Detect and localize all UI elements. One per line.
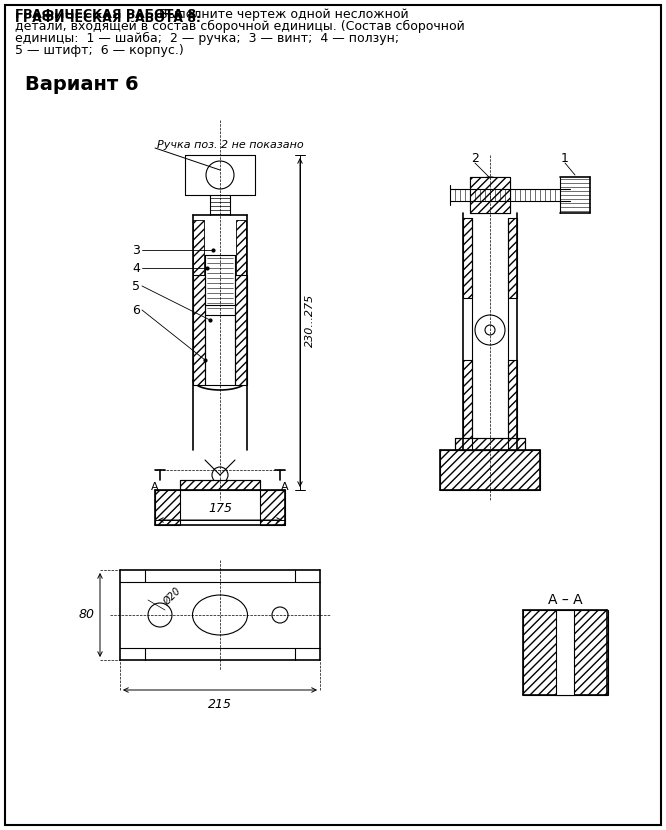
Bar	[470, 177, 510, 213]
Text: 175: 175	[208, 502, 232, 515]
Circle shape	[148, 603, 172, 627]
Text: 5: 5	[132, 280, 140, 292]
Text: детали, входящей в состав сборочной единицы. (Состав сборочной: детали, входящей в состав сборочной един…	[15, 20, 465, 33]
Bar	[440, 450, 540, 490]
Bar	[180, 480, 260, 490]
Bar	[508, 360, 517, 440]
Bar	[260, 490, 285, 525]
Text: Ручка поз. 2 не показано: Ручка поз. 2 не показано	[157, 140, 303, 150]
Bar	[523, 610, 608, 695]
Ellipse shape	[192, 595, 248, 635]
Text: 4: 4	[132, 261, 140, 275]
Text: ГРАФИЧЕСКАЯ РАБОТА 8.: ГРАФИЧЕСКАЯ РАБОТА 8.	[15, 8, 200, 21]
Circle shape	[485, 325, 495, 335]
Bar	[463, 218, 472, 298]
Text: 215: 215	[208, 698, 232, 711]
Text: Вариант 6: Вариант 6	[25, 75, 139, 94]
Text: ГРАФИЧЕСКАЯ РАБОТА 8.: ГРАФИЧЕСКАЯ РАБОТА 8.	[15, 12, 200, 25]
Circle shape	[557, 644, 573, 660]
Circle shape	[475, 315, 505, 345]
Text: 1: 1	[561, 152, 569, 164]
Text: 230...275: 230...275	[305, 293, 315, 347]
Circle shape	[272, 607, 288, 623]
Bar	[193, 275, 205, 385]
Bar	[155, 490, 180, 525]
Text: А: А	[151, 482, 159, 492]
Bar	[556, 610, 574, 695]
Bar	[236, 220, 246, 280]
Text: Ø20: Ø20	[161, 586, 182, 608]
Text: 2: 2	[471, 152, 479, 164]
Text: 6: 6	[132, 304, 140, 316]
Bar	[235, 275, 247, 385]
Circle shape	[212, 467, 228, 483]
Circle shape	[206, 161, 234, 189]
Bar	[463, 360, 472, 440]
Text: А: А	[281, 482, 289, 492]
Text: единицы:  1 — шайба;  2 — ручка;  3 — винт;  4 — ползун;: единицы: 1 — шайба; 2 — ручка; 3 — винт;…	[15, 32, 399, 45]
Circle shape	[472, 177, 508, 213]
Bar	[455, 438, 525, 450]
Text: 5 — штифт;  6 — корпус.): 5 — штифт; 6 — корпус.)	[15, 44, 184, 57]
Bar	[508, 218, 517, 298]
Text: 80: 80	[79, 608, 95, 622]
Text: Выполните чертеж одной несложной: Выполните чертеж одной несложной	[155, 8, 409, 21]
Text: 3: 3	[132, 243, 140, 256]
Bar	[470, 177, 510, 213]
Bar	[193, 220, 204, 280]
Circle shape	[484, 189, 496, 201]
Text: А – А: А – А	[547, 593, 582, 607]
